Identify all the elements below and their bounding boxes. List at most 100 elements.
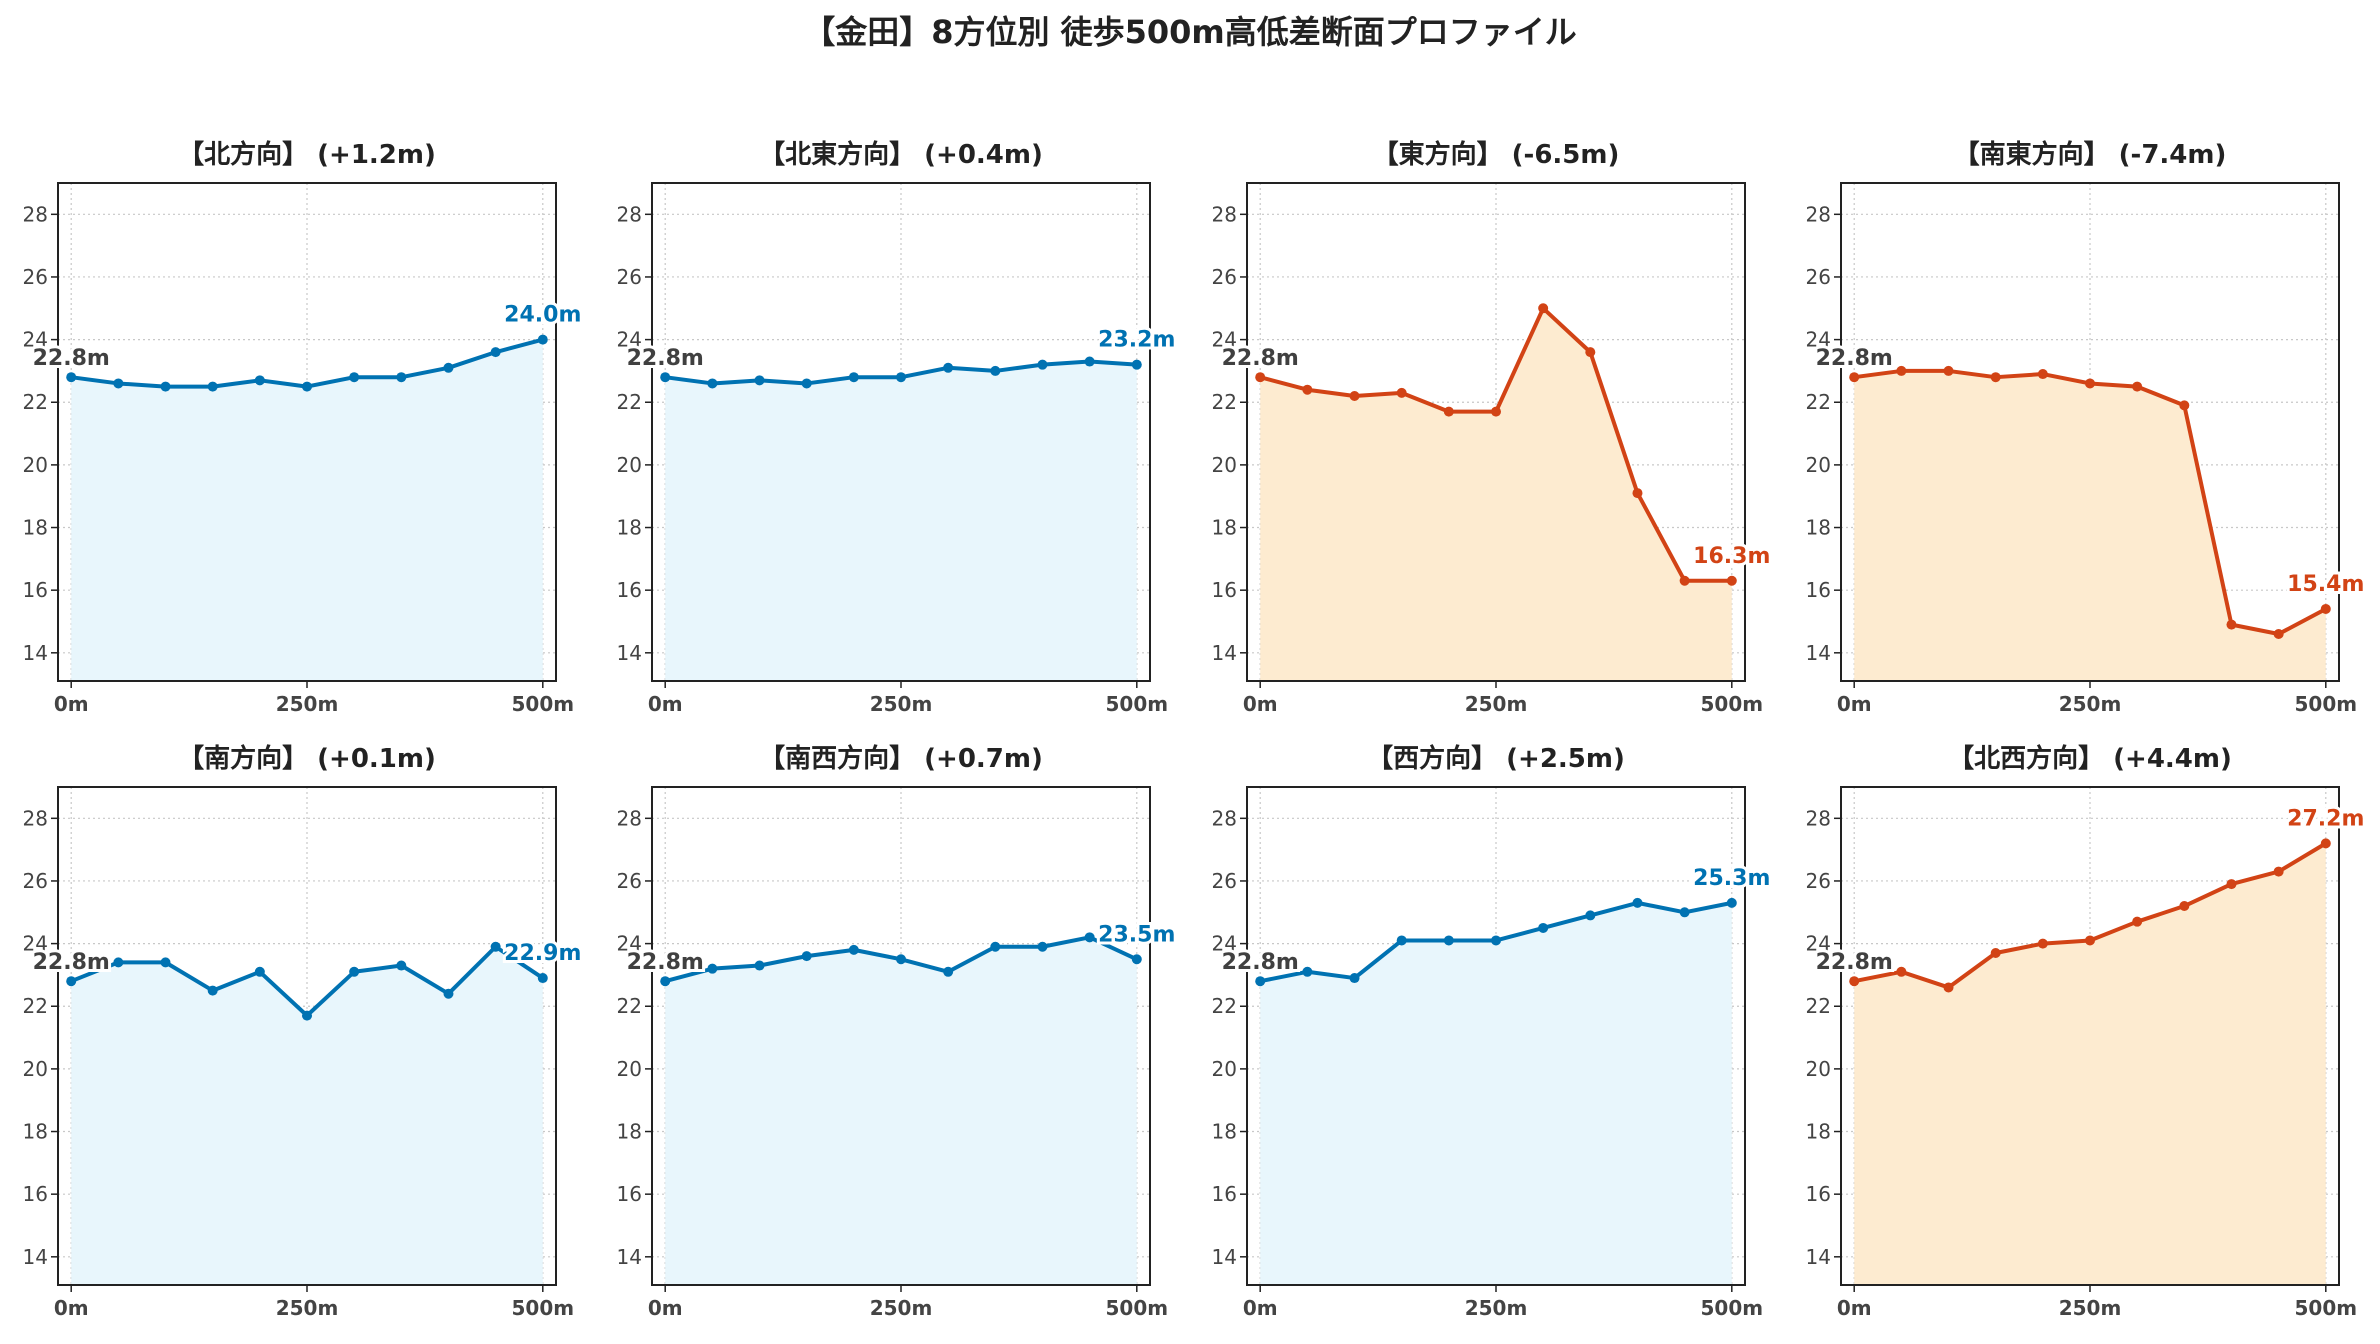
start-value-label: 22.8m	[627, 346, 704, 371]
data-point	[2037, 938, 2048, 949]
end-value-label: 23.5m	[1098, 922, 1175, 947]
data-point	[1302, 384, 1313, 395]
data-point	[848, 372, 859, 383]
panel-title: 【北東方向】 (+0.4m)	[759, 139, 1043, 170]
x-tick-label: 500m	[511, 1296, 574, 1320]
data-point	[990, 941, 1001, 952]
data-point	[1084, 356, 1095, 367]
y-tick-label: 20	[1806, 453, 1831, 477]
data-point	[2320, 603, 2331, 614]
y-tick-label: 24	[617, 328, 642, 352]
data-point	[2179, 901, 2190, 912]
panel-title: 【北西方向】 (+4.4m)	[1948, 743, 2232, 774]
y-tick-label: 16	[617, 578, 642, 602]
data-point	[254, 375, 265, 386]
figure-title: 【金田】8方位別 徒歩500m高低差断面プロファイル	[803, 13, 1577, 51]
y-tick-label: 22	[1806, 994, 1831, 1018]
y-tick-label: 28	[1212, 806, 1237, 830]
data-point	[2273, 629, 2284, 640]
area-fill	[71, 339, 543, 681]
data-point	[396, 372, 407, 383]
y-tick-label: 22	[1212, 390, 1237, 414]
data-point	[1084, 932, 1095, 943]
chart-panel-6: 【南西方向】 (+0.7m) 14 16 18 20 22 24 26 28 0m 250m 500m…	[617, 743, 1179, 1320]
end-value-label: 15.4m	[2287, 572, 2364, 597]
panel-title: 【南東方向】 (-7.4m)	[1954, 139, 2227, 170]
data-point	[1990, 372, 2001, 383]
x-tick-label: 500m	[1700, 1296, 1763, 1320]
x-tick-label: 500m	[1700, 692, 1763, 716]
y-tick-label: 28	[1806, 202, 1831, 226]
data-point	[943, 966, 954, 977]
y-tick-label: 14	[23, 641, 48, 665]
y-tick-label: 14	[1806, 1245, 1831, 1269]
y-tick-label: 20	[617, 453, 642, 477]
y-tick-label: 26	[1806, 265, 1831, 289]
start-value-label: 22.8m	[33, 950, 110, 975]
y-tick-label: 24	[23, 932, 48, 956]
data-point	[943, 362, 954, 373]
data-point	[1943, 365, 1954, 376]
y-tick-label: 20	[617, 1057, 642, 1081]
data-point	[2179, 400, 2190, 411]
data-point	[254, 966, 265, 977]
data-point	[113, 378, 124, 389]
y-tick-label: 28	[23, 202, 48, 226]
data-point	[490, 347, 501, 358]
y-tick-label: 28	[617, 202, 642, 226]
x-tick-label: 0m	[1837, 1296, 1872, 1320]
data-point	[207, 381, 218, 392]
y-tick-label: 26	[1212, 869, 1237, 893]
data-point	[302, 381, 312, 392]
data-point	[801, 378, 812, 389]
data-point	[1491, 935, 1501, 946]
y-tick-label: 28	[1806, 806, 1831, 830]
chart-panel-1: 【北方向】 (+1.2m) 14 16 18 20 22 24 26 28 0m 250m 500m 2…	[23, 139, 585, 716]
y-tick-label: 26	[617, 869, 642, 893]
y-tick-label: 24	[1212, 328, 1237, 352]
data-point	[896, 372, 906, 383]
data-point	[1037, 941, 1048, 952]
data-point	[1443, 935, 1454, 946]
data-point	[1037, 359, 1048, 370]
data-point	[2273, 866, 2284, 877]
chart-panel-4: 【南東方向】 (-7.4m) 14 16 18 20 22 24 26 28 0m 250m 500m…	[1806, 139, 2368, 716]
data-point	[1632, 897, 1643, 908]
data-point	[2085, 378, 2095, 389]
data-point	[1585, 347, 1596, 358]
y-tick-label: 18	[617, 1120, 642, 1144]
x-tick-label: 500m	[1105, 1296, 1168, 1320]
data-point	[537, 973, 548, 984]
y-tick-label: 28	[23, 806, 48, 830]
y-tick-label: 22	[23, 390, 48, 414]
data-point	[1131, 359, 1142, 370]
y-tick-label: 18	[23, 516, 48, 540]
data-point	[1302, 966, 1313, 977]
y-tick-label: 26	[23, 869, 48, 893]
x-tick-label: 0m	[1837, 692, 1872, 716]
data-point	[1349, 390, 1360, 401]
x-tick-label: 0m	[648, 692, 683, 716]
x-tick-label: 250m	[276, 1296, 339, 1320]
x-tick-label: 0m	[1243, 692, 1278, 716]
data-point	[707, 963, 718, 974]
data-point	[160, 381, 171, 392]
panel-title: 【北方向】 (+1.2m)	[178, 139, 436, 170]
data-point	[1896, 365, 1907, 376]
data-point	[1491, 406, 1501, 417]
y-tick-label: 22	[23, 994, 48, 1018]
data-point	[2037, 369, 2048, 380]
y-tick-label: 24	[1806, 932, 1831, 956]
data-point	[349, 966, 360, 977]
y-tick-label: 22	[1212, 994, 1237, 1018]
y-tick-label: 16	[1212, 578, 1237, 602]
data-point	[1538, 922, 1549, 933]
y-tick-label: 16	[617, 1182, 642, 1206]
y-tick-label: 18	[1806, 1120, 1831, 1144]
data-point	[1396, 935, 1407, 946]
panel-title: 【南方向】 (+0.1m)	[178, 743, 436, 774]
y-tick-label: 22	[617, 390, 642, 414]
data-point	[848, 944, 859, 955]
